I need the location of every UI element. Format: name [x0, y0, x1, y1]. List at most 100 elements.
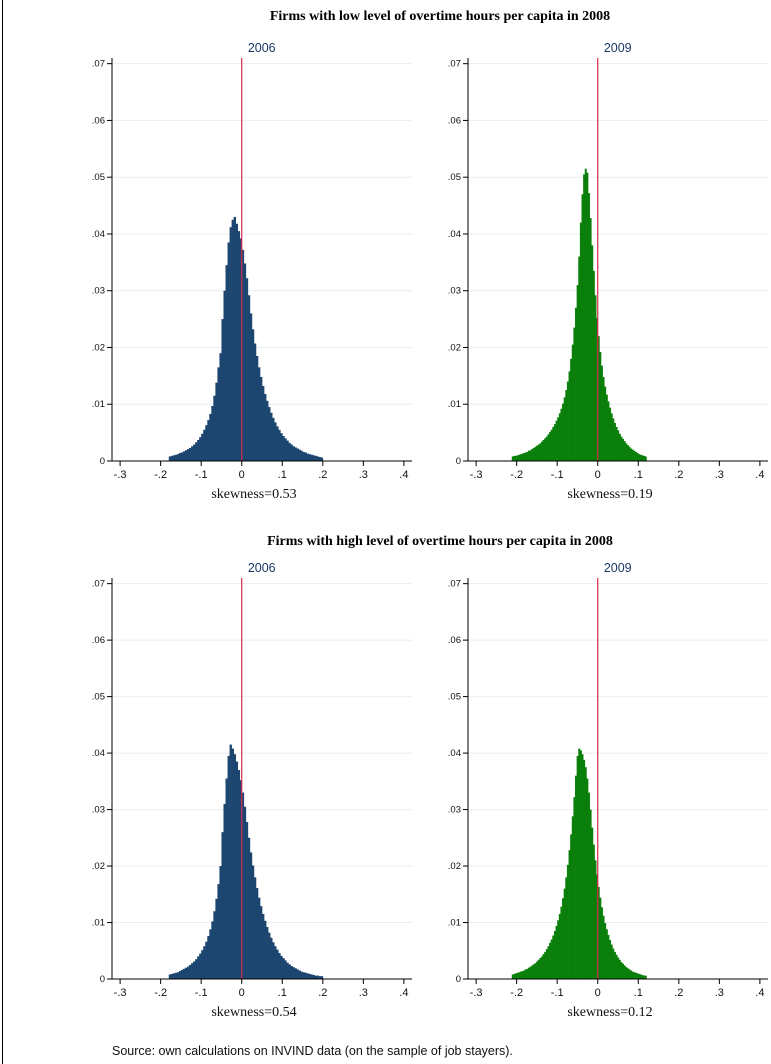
histogram-bar	[201, 950, 204, 979]
histogram-bar	[626, 445, 629, 461]
panel-title: 2006	[248, 41, 276, 55]
histogram-bar	[172, 455, 176, 461]
panel-title: 2009	[604, 561, 632, 575]
histogram-bar	[205, 941, 208, 979]
y-tick-label: .01	[448, 399, 461, 410]
histogram-bar	[628, 446, 631, 461]
histogram-bar	[197, 956, 200, 979]
x-tick-label: .3	[359, 987, 368, 999]
histogram-bar	[253, 877, 257, 979]
histogram-bar	[566, 864, 569, 979]
histogram-bar	[284, 960, 287, 979]
histogram-bar	[302, 972, 305, 979]
histogram-bar	[199, 953, 202, 979]
histogram-bar	[573, 327, 576, 461]
histogram-bar	[571, 344, 574, 461]
histogram-bar	[557, 920, 560, 979]
panel-low-2009: 0 .01 .02 .03 .04 .05 .06 .07 -.3 -.2 -.1 0 .1 .2 .3 .4…	[448, 41, 768, 502]
histogram-bar	[251, 329, 255, 461]
histogram-bar	[607, 934, 610, 979]
x-tick-label: -.2	[510, 469, 523, 481]
y-tick-label: .06	[448, 635, 461, 646]
histogram-bar	[523, 970, 526, 979]
y-tick-label: .01	[448, 918, 461, 929]
histogram-bar	[223, 803, 226, 979]
histogram-bar	[630, 448, 633, 461]
y-tick-label: .04	[92, 229, 105, 240]
histogram-bar	[249, 313, 253, 461]
histogram-bar	[575, 307, 577, 461]
histogram-bar	[310, 974, 314, 979]
histogram-bar	[528, 450, 530, 461]
histogram-bar	[221, 832, 224, 979]
histogram-bar	[515, 973, 517, 979]
histogram-bar	[310, 454, 314, 461]
histogram-bar	[576, 285, 579, 461]
histogram-bar	[270, 412, 273, 461]
histogram-bar	[609, 407, 612, 461]
histogram-bar	[526, 451, 529, 461]
histogram-bar	[314, 455, 318, 461]
histogram-bar	[539, 443, 542, 461]
histogram-bar	[168, 974, 172, 979]
histogram-bar	[294, 447, 297, 461]
histogram-bar	[560, 408, 563, 461]
histogram-bar	[604, 923, 607, 979]
histogram-bar	[296, 448, 299, 461]
histogram-bar	[255, 355, 259, 461]
histogram-bar	[547, 434, 550, 461]
histogram-bar	[544, 951, 547, 979]
histogram-bar	[599, 352, 602, 461]
histogram-bar	[278, 953, 281, 979]
histogram-bar	[644, 975, 647, 979]
histogram-bar	[182, 968, 186, 979]
histogram-bar	[172, 973, 176, 979]
histogram-bar	[584, 767, 587, 979]
histogram-bar	[304, 452, 307, 461]
histogram-bar	[191, 446, 194, 461]
histogram-bar	[245, 821, 249, 979]
histogram-bar	[209, 929, 212, 979]
histogram-bar	[620, 962, 623, 979]
x-tick-label: 0	[239, 987, 245, 999]
histogram-bar	[519, 971, 522, 979]
histogram-bar	[544, 438, 547, 461]
histogram-bar	[231, 219, 234, 461]
histogram-bar	[306, 973, 309, 979]
histogram-bar	[318, 457, 322, 461]
histogram-bar	[286, 440, 289, 461]
histogram-bar	[612, 948, 615, 979]
x-tick-label: -.1	[195, 987, 208, 999]
histogram-bar	[205, 425, 208, 461]
histogram-bar	[622, 438, 625, 461]
x-tick-label: -.3	[114, 469, 127, 481]
histogram-bar	[276, 426, 279, 461]
histogram-bar	[268, 932, 271, 979]
histogram-bar	[229, 227, 232, 461]
histogram-bar	[308, 454, 311, 461]
histogram-bar	[641, 455, 644, 461]
histogram-bar	[553, 424, 556, 461]
histogram-bar	[241, 249, 245, 461]
histogram-bar	[243, 806, 247, 979]
histogram-bar	[243, 263, 247, 461]
histogram-bar	[219, 353, 222, 461]
histogram-bar	[643, 455, 646, 461]
histogram-bar	[268, 407, 271, 461]
histogram-bar	[638, 973, 641, 979]
histogram-bar	[511, 974, 514, 979]
histogram-bar	[264, 394, 267, 461]
x-tick-label: 0	[595, 987, 601, 999]
histogram-bar	[643, 975, 646, 979]
histogram-bar	[251, 865, 255, 979]
histogram-bar	[207, 936, 210, 979]
histogram-bar	[300, 971, 303, 979]
histogram-bar	[237, 231, 241, 461]
histogram-bar	[600, 365, 603, 461]
histogram-bar	[225, 265, 228, 461]
histogram-bar	[578, 748, 581, 979]
skewness-label: skewness=0.19	[567, 487, 652, 502]
y-tick-label: .02	[448, 342, 461, 353]
histogram-bar	[312, 975, 316, 979]
